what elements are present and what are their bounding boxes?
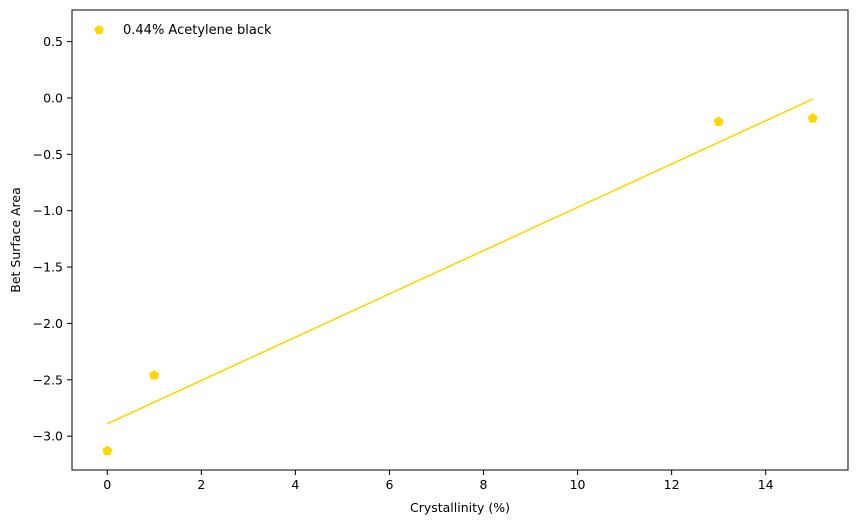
x-tick-label: 12 <box>664 477 680 492</box>
data-point <box>102 445 113 456</box>
y-tick-label: −1.0 <box>33 203 63 218</box>
y-tick-label: 0.5 <box>43 34 63 49</box>
legend-label: 0.44% Acetylene black <box>123 23 272 38</box>
x-tick-label: 4 <box>291 477 299 492</box>
x-tick-label: 0 <box>103 477 111 492</box>
y-tick-label: 0.0 <box>43 90 63 105</box>
x-tick-label: 6 <box>385 477 393 492</box>
data-point <box>713 116 724 126</box>
y-tick-label: −2.0 <box>33 316 63 331</box>
y-axis-label: Bet Surface Area <box>8 187 23 293</box>
x-tick-label: 10 <box>570 477 586 492</box>
plot-content <box>102 98 818 456</box>
y-axis-ticks: 0.5 0.0 −0.5 −1.0 −1.5 −2.0 −2.5 −3.0 <box>33 34 72 444</box>
fit-line <box>106 98 814 425</box>
data-point <box>149 369 160 380</box>
x-tick-label: 8 <box>480 477 488 492</box>
legend: 0.44% Acetylene black <box>94 23 272 38</box>
x-tick-label: 14 <box>758 477 774 492</box>
y-tick-label: −2.5 <box>33 372 63 387</box>
x-tick-label: 2 <box>197 477 205 492</box>
y-tick-label: −1.5 <box>33 260 63 275</box>
x-axis-ticks: 0 2 4 6 8 10 12 14 <box>103 470 774 492</box>
y-tick-label: −3.0 <box>33 429 63 444</box>
y-tick-label: −0.5 <box>33 147 63 162</box>
x-axis-label: Crystallinity (%) <box>410 500 510 515</box>
legend-marker <box>94 25 104 35</box>
data-point <box>807 112 818 123</box>
plot-frame <box>71 9 849 471</box>
